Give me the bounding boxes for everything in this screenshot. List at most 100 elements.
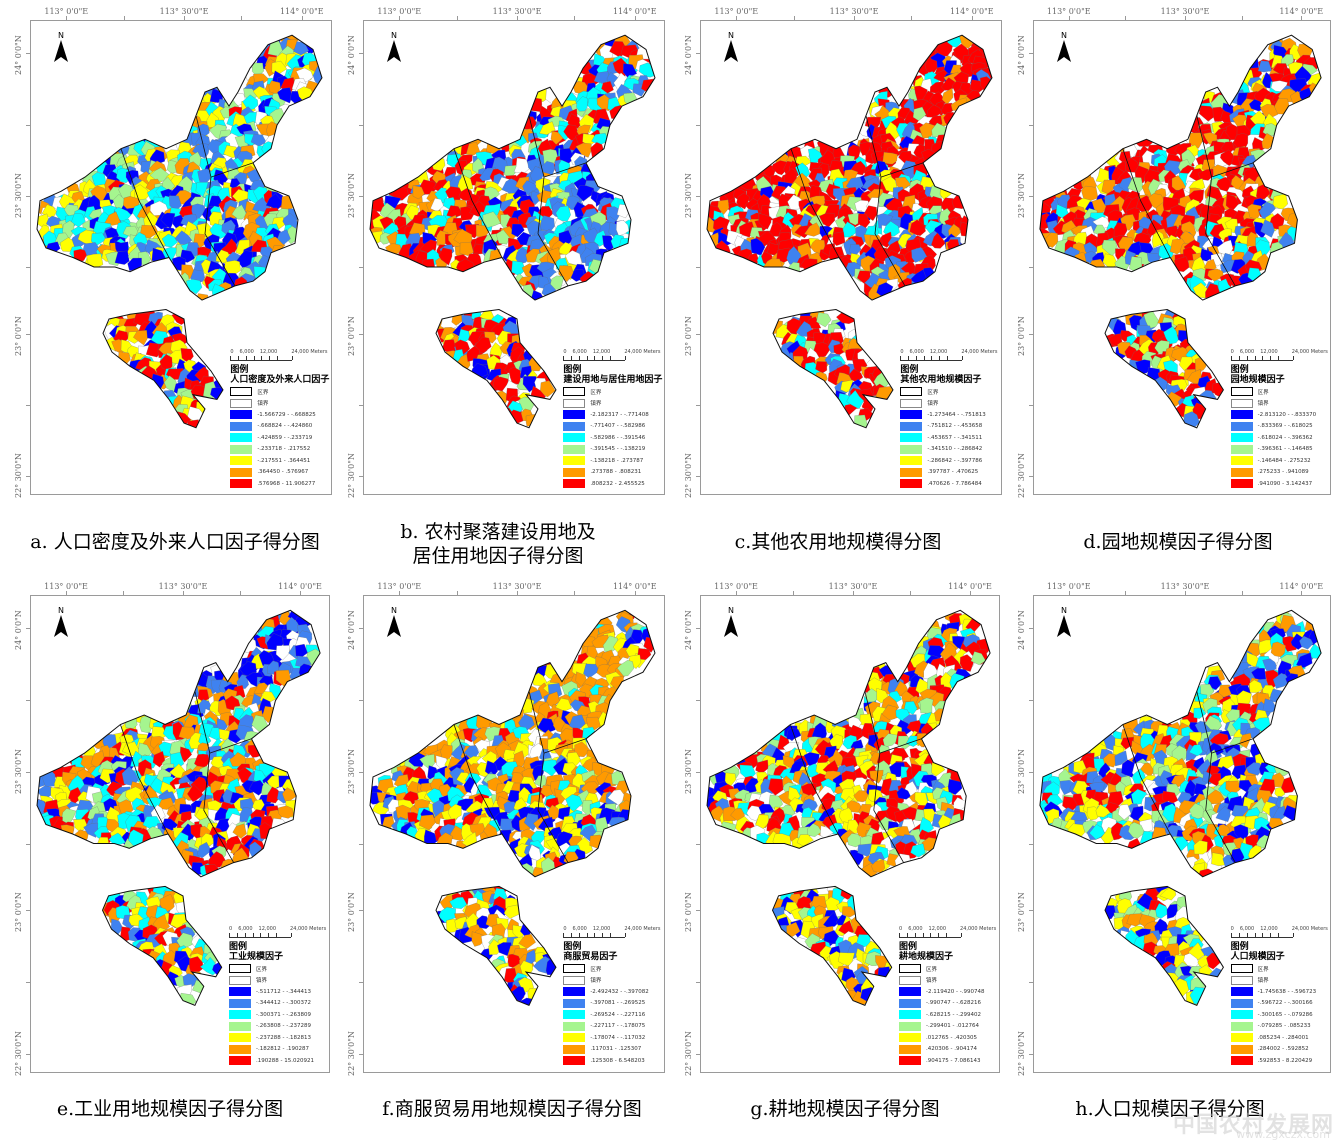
legend-range-label: -.344412 - -.300372 — [256, 1000, 311, 1007]
district-boundary — [1205, 753, 1236, 863]
latitude-label: 23° 30'0"N — [14, 748, 23, 794]
legend-range-label: .275233 - .941089 — [1257, 469, 1309, 475]
legend-range-label: -.341510 - -.286842 — [927, 446, 983, 452]
town-boundary-swatch — [229, 975, 251, 985]
longitude-label: 113° 0'0"E — [1046, 7, 1091, 16]
axis-tick — [456, 591, 458, 595]
axis-tick — [1184, 591, 1186, 595]
scale-label: 6,000 — [238, 925, 253, 932]
map-frame: N 0 6,000 12,000 24,000 Meters 图例 园地规模因子 区界 镇界 -2… — [1033, 20, 1331, 495]
axis-tick — [1241, 591, 1243, 595]
caption-line-2: 居住用地因子得分图 — [412, 545, 584, 567]
figure-caption: a. 人口密度及外来人口因子得分图 — [30, 531, 320, 553]
district-boundary — [864, 691, 922, 754]
district-boundary — [194, 691, 252, 754]
axis-tick — [696, 333, 700, 335]
legend-range-label: .470626 - 7.786484 — [927, 480, 982, 487]
scale-label: 6,000 — [1239, 925, 1255, 932]
north-arrow-icon: N — [51, 606, 71, 641]
legend-range-label: -.300165 - -.079286 — [1257, 1011, 1313, 1018]
axis-tick — [456, 16, 458, 20]
map-legend: 0 6,000 12,000 24,000 Meters 图例 园地规模因子 区界 镇界 -2.… — [1230, 348, 1334, 490]
legend-range-label: -.628215 - -.299402 — [926, 1011, 981, 1018]
scale-bar: 0 6,000 12,000 24,000 Meters — [229, 926, 332, 938]
legend-range-label: -.138218 - .273787 — [590, 457, 644, 464]
axis-tick — [1029, 771, 1033, 773]
axis-tick — [399, 16, 401, 20]
color-swatch — [1230, 421, 1253, 431]
map-frame: N 0 6,000 12,000 24,000 Meters 图例 其他农用地规模因子 区界镇… — [700, 20, 1002, 495]
longitude-label: 113° 30'0"E — [829, 7, 879, 16]
legend-range-label: -.182812 - .190287 — [256, 1046, 309, 1053]
legend-factor-title: 建设用地与居住用地因子 — [563, 374, 663, 385]
north-arrow-shape — [724, 40, 738, 62]
axis-tick — [1125, 591, 1127, 595]
axis-tick — [300, 591, 301, 595]
axis-tick — [911, 16, 913, 20]
legend-item-class-2: -.833369 - -.618025 — [1230, 420, 1334, 432]
map-legend: 0 6,000 12,000 24,000 Meters 图例 其他农用地规模因子 区界 镇界… — [900, 349, 1003, 490]
axis-tick — [359, 910, 363, 912]
legend-item-class-3: -.618024 - -.396362 — [1230, 432, 1334, 444]
scale-label: 6,000 — [1239, 348, 1255, 355]
color-swatch — [900, 467, 923, 477]
axis-tick — [1029, 195, 1033, 197]
latitude-label: 22° 30'0"N — [1017, 1031, 1026, 1076]
legend-label: 区界 — [926, 966, 938, 973]
legend-item-class-3: -.300371 - -.263809 — [229, 1009, 332, 1021]
axis-tick — [1125, 16, 1127, 20]
legend-title: 图例 — [1230, 364, 1249, 375]
legend-item-district-boundary: 区界 — [1230, 963, 1334, 975]
legend-label: 镇界 — [926, 978, 938, 985]
axis-tick — [696, 1053, 700, 1055]
axis-tick — [517, 16, 519, 20]
legend-item-class-7: .904175 - 7.086143 — [899, 1055, 1002, 1067]
axis-tick — [634, 16, 636, 20]
legend-item-class-5: -.237288 - -.182813 — [229, 1032, 332, 1044]
longitude-label: 114° 0'0"E — [278, 582, 322, 591]
color-swatch — [230, 456, 253, 465]
legend-factor-title: 园地规模因子 — [1230, 374, 1285, 385]
legend-range-label: -1.273464 - -.751813 — [927, 411, 986, 418]
color-swatch — [1230, 1033, 1253, 1043]
legend-factor-title: 其他农用地规模因子 — [900, 374, 982, 385]
legend-range-label: .125308 - 6.548203 — [590, 1057, 645, 1064]
axis-tick — [26, 843, 30, 845]
color-swatch — [229, 998, 251, 1008]
longitude-label: 113° 30'0"E — [492, 7, 542, 16]
legend-range-label: -1.566729 - -.668825 — [257, 411, 316, 418]
axis-tick — [26, 771, 30, 773]
legend-label: 区界 — [1257, 389, 1269, 396]
scale-label: 12,000 — [592, 925, 611, 932]
color-swatch — [563, 421, 586, 431]
district-boundary — [873, 753, 904, 863]
color-swatch — [229, 1056, 251, 1066]
longitude-label: 113° 0'0"E — [377, 7, 422, 16]
latitude-label: 24° 0'0"N — [1017, 35, 1026, 76]
choropleth-map — [36, 34, 323, 429]
legend-label: 镇界 — [1257, 401, 1269, 407]
legend-range-label: -.751812 - -.453658 — [927, 423, 983, 429]
color-swatch — [1230, 479, 1253, 488]
legend-range-label: .592853 - 8.220429 — [1257, 1057, 1313, 1064]
figure-caption: c.其他农用地规模得分图 — [734, 531, 942, 553]
district-boundary-swatch — [899, 964, 921, 974]
latitude-label: 24° 0'0"N — [684, 35, 693, 76]
color-swatch — [1230, 1010, 1253, 1020]
north-arrow-icon: N — [1054, 31, 1074, 66]
legend-label: 区界 — [257, 389, 269, 396]
legend-item-class-3: -.424859 - -.233719 — [230, 432, 333, 444]
longitude-label: 114° 0'0"E — [612, 7, 657, 16]
district-boundary — [771, 885, 893, 1007]
axis-tick — [970, 591, 971, 595]
axis-tick — [26, 333, 30, 335]
north-arrow-shape — [54, 615, 68, 637]
latitude-label: 23° 0'0"N — [684, 892, 693, 933]
color-swatch — [229, 1033, 251, 1043]
longitude-label: 113° 30'0"E — [828, 582, 878, 591]
legend-item-class-6: .364450 - .576967 — [230, 466, 333, 478]
color-swatch — [229, 1010, 251, 1020]
legend-item-class-3: -.300165 - -.079286 — [1230, 1009, 1334, 1021]
north-label: N — [1061, 606, 1067, 615]
longitude-label: 113° 30'0"E — [159, 7, 209, 16]
